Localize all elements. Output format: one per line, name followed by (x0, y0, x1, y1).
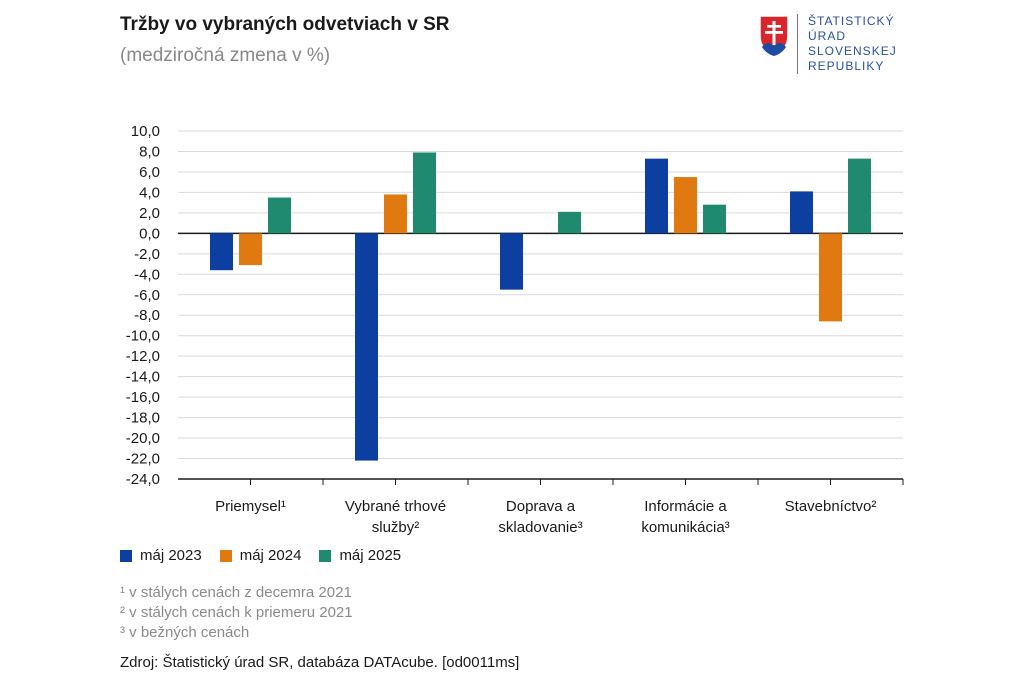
x-category-label: Priemysel¹ (215, 498, 286, 515)
logo-text-line-4: REPUBLIKY (808, 59, 885, 73)
logo-text-line-3: SLOVENSKEJ (808, 44, 897, 58)
x-category-label: Informácie a (644, 498, 727, 515)
bar-máj-2023 (645, 158, 668, 234)
legend-label-2023: máj 2023 (140, 547, 202, 564)
legend-label-2024: máj 2024 (239, 547, 302, 564)
legend-item-2024: máj 2024 (219, 547, 302, 564)
logo-divider (797, 14, 798, 74)
y-tick-label: 10,0 (131, 123, 160, 140)
bar-máj-2025 (558, 211, 581, 234)
chart-subtitle: (medziročná zmena v %) (120, 45, 331, 66)
bar-máj-2025 (848, 158, 871, 234)
x-category-label: Doprava a (506, 498, 576, 515)
bar-máj-2024 (819, 233, 842, 322)
bar-máj-2023 (500, 233, 523, 290)
bar-máj-2025 (413, 152, 436, 234)
bar-máj-2023 (210, 233, 233, 271)
susr-logo: ŠTATISTICKÝ ÚRAD SLOVENSKEJ REPUBLIKY (757, 14, 907, 76)
y-tick-label: 6,0 (139, 164, 160, 181)
legend-label-2025: máj 2025 (339, 547, 402, 564)
x-category-label: služby² (372, 519, 420, 536)
legend-swatch-2024 (219, 549, 232, 562)
source-note: Zdroj: Štatistický úrad SR, databáza DAT… (120, 654, 520, 671)
y-tick-label: -4,0 (134, 266, 160, 283)
x-category-label: Stavebníctvo² (785, 498, 877, 515)
bar-máj-2024 (674, 177, 697, 234)
y-tick-label: 0,0 (139, 225, 160, 242)
y-tick-label: 2,0 (139, 205, 160, 222)
y-tick-label: -6,0 (134, 287, 160, 304)
x-category-label: komunikácia³ (641, 519, 729, 536)
y-tick-label: -14,0 (126, 369, 160, 386)
footnote-2: ² v stálych cenách k priemeru 2021 (120, 604, 353, 621)
y-tick-label: -16,0 (126, 389, 160, 406)
logo-text-line-1: ŠTATISTICKÝ (808, 14, 895, 28)
y-tick-label: -12,0 (126, 348, 160, 365)
legend: máj 2023 máj 2024 máj 2025 (120, 547, 401, 564)
y-tick-label: -2,0 (134, 246, 160, 263)
chart-title: Tržby vo vybraných odvetviach v SR (120, 14, 450, 35)
bar-máj-2025 (703, 204, 726, 234)
y-tick-label: -18,0 (126, 410, 160, 427)
legend-swatch-2025 (319, 549, 332, 562)
legend-swatch-2023 (120, 549, 132, 562)
bar-máj-2023 (790, 191, 813, 234)
bar-máj-2023 (355, 233, 378, 461)
y-tick-label: -24,0 (126, 471, 160, 488)
x-category-label: skladovanie³ (498, 519, 582, 536)
footnote-3: ³ v bežných cenách (120, 624, 250, 641)
slovak-coat-of-arms-icon (759, 15, 789, 57)
y-tick-label: 8,0 (139, 143, 160, 160)
bar-chart: 10,0 8,0 6,0 4,0 2,0 0,0 -2,0 -4,0 -6,0 -8,0 -10,0… (126, 123, 904, 536)
legend-item-2025: máj 2025 (319, 547, 401, 564)
footnote-1: ¹ v stálych cenách z decemra 2021 (120, 584, 352, 601)
y-tick-label: -10,0 (126, 328, 160, 345)
bar-máj-2025 (268, 197, 291, 234)
y-tick-label: -22,0 (126, 451, 160, 468)
x-category-label: Vybrané trhové (345, 498, 446, 515)
bar-máj-2024 (239, 233, 262, 266)
y-tick-label: 4,0 (139, 184, 160, 201)
y-tick-label: -8,0 (134, 307, 160, 324)
logo-text-line-2: ÚRAD (808, 29, 847, 43)
legend-item-2023: máj 2023 (120, 547, 202, 564)
bar-máj-2024 (384, 194, 407, 234)
y-tick-label: -20,0 (126, 430, 160, 447)
